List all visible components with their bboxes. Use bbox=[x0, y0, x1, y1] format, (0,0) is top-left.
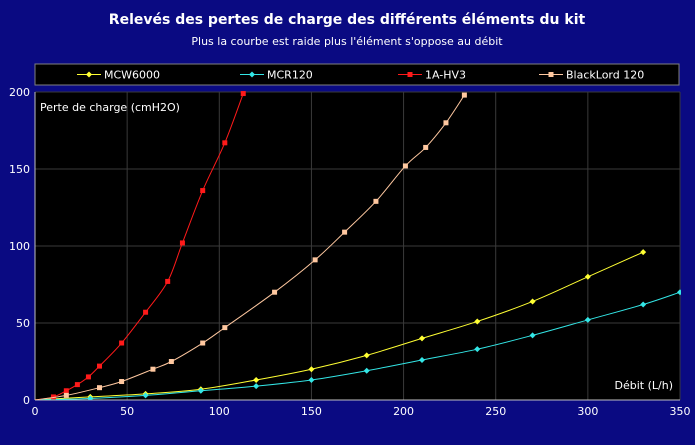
data-point-mcr120 bbox=[640, 301, 647, 308]
data-point-1a-hv3 bbox=[165, 278, 171, 284]
data-point-blacklord-120 bbox=[402, 163, 408, 169]
data-point-blacklord-120 bbox=[342, 229, 348, 235]
data-point-mcw6000 bbox=[363, 352, 370, 359]
x-tick-label: 0 bbox=[32, 405, 39, 418]
data-point-1a-hv3 bbox=[240, 91, 246, 97]
data-point-1a-hv3 bbox=[85, 374, 91, 380]
data-point-mcw6000 bbox=[474, 318, 481, 325]
data-point-1a-hv3 bbox=[143, 309, 149, 315]
x-tick-label: 150 bbox=[301, 405, 322, 418]
legend-label: MCR120 bbox=[267, 69, 313, 82]
data-point-blacklord-120 bbox=[150, 366, 156, 372]
legend-item-mcw6000: MCW6000 bbox=[77, 69, 160, 82]
series-layer bbox=[35, 91, 681, 400]
data-point-1a-hv3 bbox=[119, 340, 125, 346]
data-point-1a-hv3 bbox=[50, 394, 56, 400]
grid bbox=[35, 91, 681, 400]
data-point-mcr120 bbox=[529, 332, 536, 339]
x-tick-label: 250 bbox=[485, 405, 506, 418]
chart-title: Relevés des pertes de charge des différe… bbox=[109, 12, 586, 28]
data-point-blacklord-120 bbox=[168, 359, 174, 364]
x-axis-label: Débit (L/h) bbox=[615, 379, 673, 392]
data-point-mcr120 bbox=[677, 289, 681, 296]
y-tick-label: 50 bbox=[16, 317, 30, 330]
data-point-mcw6000 bbox=[640, 249, 647, 256]
data-point-blacklord-120 bbox=[63, 392, 69, 398]
data-point-1a-hv3 bbox=[97, 363, 102, 369]
data-point-mcr120 bbox=[419, 356, 425, 363]
axes: 0 50 100 150 200 250 300 350 0 50 100 150 200 bbox=[9, 86, 691, 418]
y-axis-label: Perte de charge (cmH2O) bbox=[40, 101, 180, 114]
data-point-mcr120 bbox=[87, 395, 94, 400]
data-point-mcw6000 bbox=[419, 335, 425, 342]
data-point-blacklord-120 bbox=[119, 379, 125, 385]
legend-item-mcr120: MCR120 bbox=[240, 69, 313, 82]
series-line-mcw6000 bbox=[35, 251, 644, 400]
x-tick-label: 200 bbox=[393, 405, 414, 418]
data-point-mcw6000 bbox=[529, 298, 536, 305]
legend-swatch-marker bbox=[407, 72, 413, 77]
y-tick-label: 200 bbox=[9, 86, 30, 99]
data-point-blacklord-120 bbox=[423, 144, 429, 150]
series-mcr120 bbox=[35, 289, 681, 400]
data-point-blacklord-120 bbox=[373, 198, 379, 204]
series-1a-hv3 bbox=[35, 91, 246, 400]
legend-swatch-marker bbox=[86, 71, 92, 78]
x-tick-label: 350 bbox=[670, 405, 691, 418]
data-point-mcr120 bbox=[308, 376, 315, 383]
data-point-blacklord-120 bbox=[312, 257, 318, 263]
data-point-mcr120 bbox=[474, 346, 481, 353]
legend-box bbox=[34, 63, 680, 86]
data-point-blacklord-120 bbox=[222, 325, 228, 331]
legend: MCW6000 MCR120 1A-HV3 BlackLord 120 bbox=[77, 69, 644, 82]
data-point-blacklord-120 bbox=[461, 92, 467, 98]
legend-swatch-marker bbox=[548, 72, 554, 77]
data-point-mcr120 bbox=[197, 387, 204, 394]
y-tick-label: 0 bbox=[23, 394, 30, 407]
data-point-mcr120 bbox=[363, 367, 370, 374]
data-point-blacklord-120 bbox=[272, 289, 278, 295]
data-point-mcw6000 bbox=[253, 376, 260, 383]
x-tick-label: 300 bbox=[577, 405, 598, 418]
x-tick-label: 50 bbox=[120, 405, 134, 418]
data-point-blacklord-120 bbox=[97, 385, 102, 391]
series-line-blacklord-120 bbox=[35, 94, 465, 400]
data-point-mcr120 bbox=[142, 392, 149, 399]
series-blacklord-120 bbox=[35, 92, 467, 400]
data-point-1a-hv3 bbox=[63, 388, 69, 394]
data-point-1a-hv3 bbox=[179, 240, 185, 246]
legend-item-1a-hv3: 1A-HV3 bbox=[398, 69, 466, 82]
y-tick-label: 150 bbox=[9, 163, 30, 176]
legend-label: 1A-HV3 bbox=[425, 69, 466, 82]
y-tick-label: 100 bbox=[9, 240, 30, 253]
x-tick-label: 100 bbox=[209, 405, 230, 418]
legend-label: MCW6000 bbox=[104, 69, 160, 82]
legend-item-blacklord-120: BlackLord 120 bbox=[539, 69, 644, 82]
data-point-blacklord-120 bbox=[200, 340, 206, 346]
data-point-mcw6000 bbox=[584, 273, 591, 280]
data-point-1a-hv3 bbox=[74, 382, 80, 388]
data-point-1a-hv3 bbox=[222, 140, 228, 146]
data-point-1a-hv3 bbox=[200, 188, 206, 194]
legend-label: BlackLord 120 bbox=[566, 69, 644, 82]
data-point-mcr120 bbox=[584, 316, 591, 323]
data-point-mcr120 bbox=[253, 383, 260, 390]
data-point-mcw6000 bbox=[308, 366, 315, 373]
chart-subtitle: Plus la courbe est raide plus l'élément … bbox=[191, 35, 503, 48]
legend-swatch-marker bbox=[249, 71, 255, 78]
data-point-blacklord-120 bbox=[443, 120, 449, 126]
